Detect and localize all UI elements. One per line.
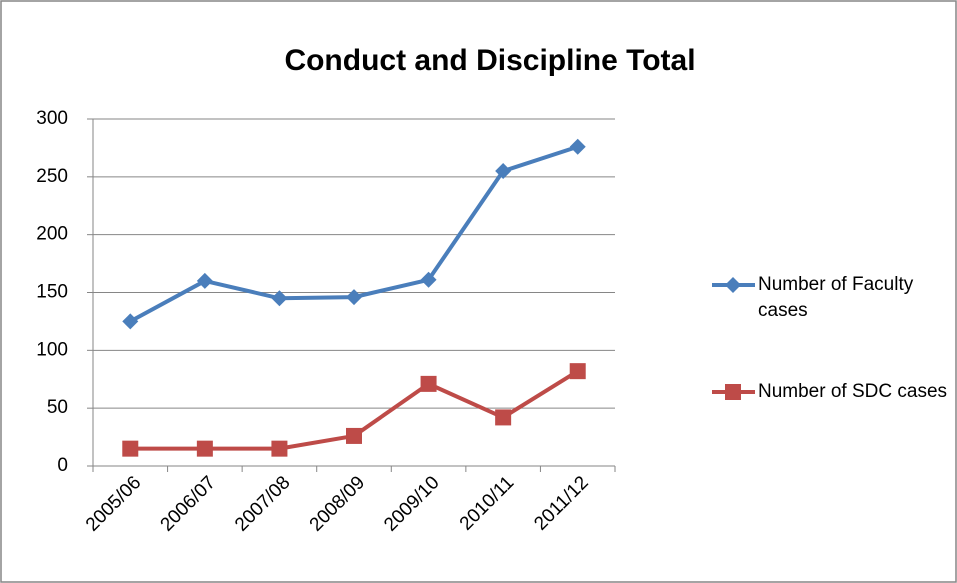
y-tick-label: 100 (36, 339, 68, 360)
y-tick-label: 0 (57, 455, 68, 476)
legend-marker (725, 384, 741, 400)
y-tick-label: 250 (36, 166, 68, 187)
y-tick-label: 150 (36, 282, 68, 303)
data-point (271, 440, 288, 457)
legend-label: Number of Faculty cases (758, 274, 914, 321)
data-point (495, 409, 512, 426)
data-point (569, 363, 586, 380)
y-tick-label: 50 (47, 397, 68, 418)
chart-title: Conduct and Discipline Total (284, 44, 695, 77)
data-point (122, 313, 139, 330)
y-tick-label: 200 (36, 224, 68, 245)
y-tick-label: 300 (36, 108, 68, 129)
data-point (420, 375, 437, 392)
data-point (122, 440, 139, 457)
legend-label: Number of SDC cases (758, 381, 948, 402)
data-point (196, 440, 213, 457)
data-point (495, 163, 512, 180)
data-point (196, 272, 213, 289)
legend-marker (725, 277, 741, 293)
data-point (271, 290, 288, 307)
data-point (569, 138, 586, 155)
data-point (346, 427, 362, 444)
data-point (346, 289, 362, 306)
data-point (420, 271, 437, 288)
